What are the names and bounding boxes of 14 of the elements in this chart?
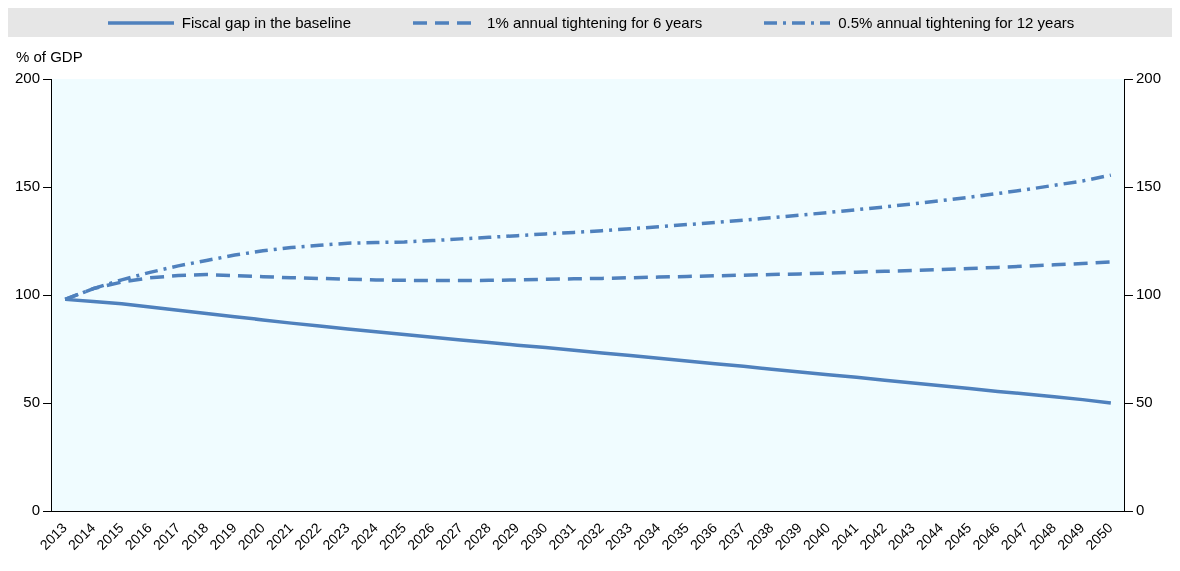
y2-tick-label: 100 bbox=[1135, 285, 1161, 303]
legend-label: 1% annual tightening for 6 years bbox=[487, 14, 703, 31]
y-tick-label: 0 bbox=[31, 501, 41, 519]
y2-tick-label: 0 bbox=[1135, 501, 1145, 519]
legend-label: 0.5% annual tightening for 12 years bbox=[838, 14, 1075, 31]
y-axis-title: % of GDP bbox=[16, 47, 83, 65]
y-tick-label: 150 bbox=[15, 177, 41, 195]
y-tick-label: 50 bbox=[23, 393, 41, 411]
y-tick-label: 200 bbox=[15, 69, 41, 87]
y2-tick-label: 50 bbox=[1135, 393, 1153, 411]
y2-tick-label: 200 bbox=[1135, 69, 1161, 87]
legend-label: Fiscal gap in the baseline bbox=[181, 14, 352, 31]
y2-tick-label: 150 bbox=[1135, 177, 1161, 195]
y-tick-label: 100 bbox=[15, 285, 41, 303]
